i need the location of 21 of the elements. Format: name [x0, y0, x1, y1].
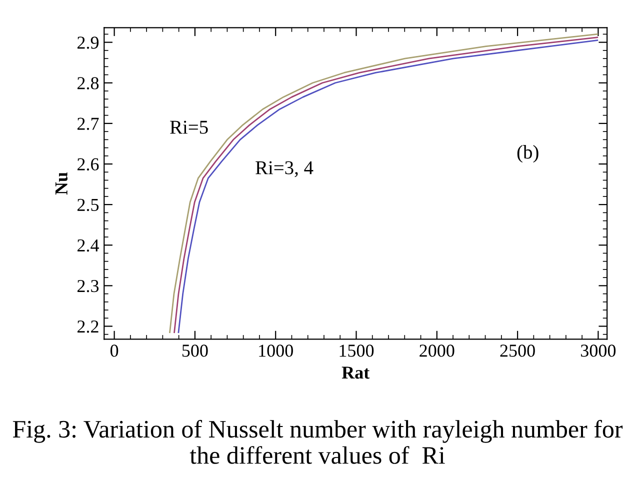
x-tick-label: 2000	[420, 344, 454, 357]
y-tick-label: 2.3	[78, 280, 99, 292]
y-tick-label: 2.6	[78, 158, 99, 171]
x-axis-title: Rat	[342, 366, 370, 379]
x-tick-label: 1500	[340, 344, 374, 357]
x-tick-label: 0	[110, 344, 118, 357]
y-tick-label: 2.8	[78, 77, 99, 90]
y-tick-label: 2.2	[78, 320, 98, 333]
x-tick-label: 500	[182, 344, 208, 357]
x-tick-label: 3000	[580, 344, 616, 357]
y-tick-label: 2.4	[78, 239, 99, 252]
annotation: Ri=3, 4	[256, 161, 314, 178]
x-tick-label: 1000	[259, 344, 293, 357]
y-axis-title: Nu	[55, 172, 68, 195]
annotation: (b)	[517, 145, 538, 163]
y-tick-label: 2.5	[78, 198, 99, 212]
caption: Fig. 3: Variation of Nusselt number with rayleigh number for the different values of Ri	[12, 420, 623, 464]
y-tick-label: 2.7	[78, 118, 99, 130]
annotation: Ri=5	[170, 120, 208, 134]
y-tick-label: 2.9	[78, 36, 99, 49]
x-tick-label: 2500	[500, 344, 535, 357]
